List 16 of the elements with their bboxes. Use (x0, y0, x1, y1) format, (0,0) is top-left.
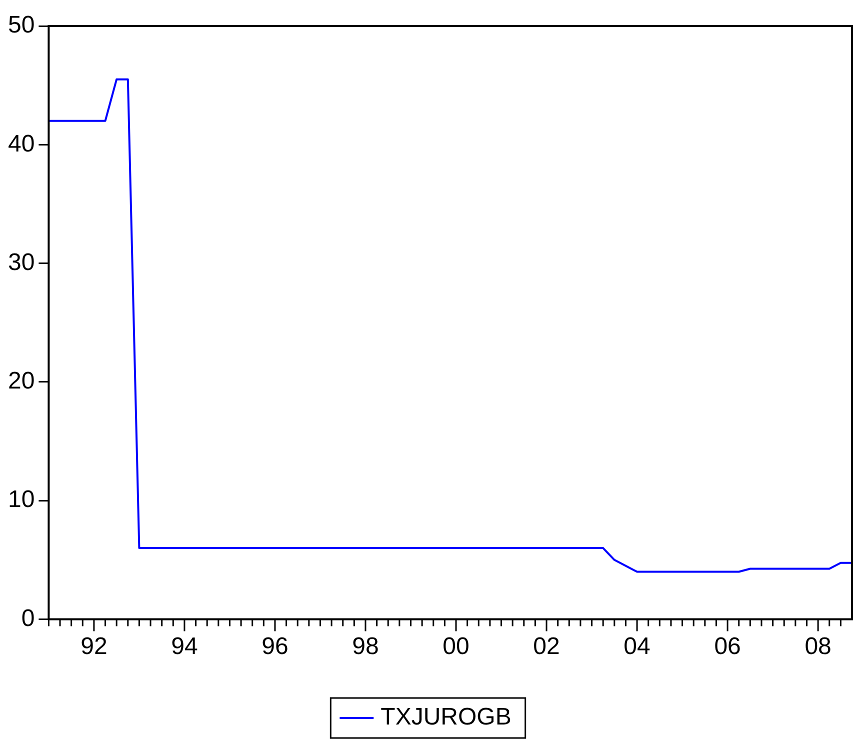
x-tick-label: 96 (262, 633, 288, 660)
y-tick-label: 10 (8, 486, 35, 514)
y-tick-label: 50 (8, 12, 35, 39)
y-tick-label: 30 (8, 248, 35, 276)
y-tick-label: 20 (8, 368, 35, 395)
x-tick-label: 94 (171, 633, 198, 660)
x-tick-label: 00 (442, 633, 470, 660)
y-tick-label: 40 (8, 130, 35, 158)
x-tick-label: 98 (352, 633, 379, 660)
x-tick-label: 02 (533, 633, 560, 660)
x-tick-label: 04 (624, 633, 650, 660)
y-tick-label: 0 (21, 604, 35, 632)
x-tick-label: 92 (80, 633, 108, 660)
x-tick-label: 06 (714, 633, 741, 660)
legend-label: TXJUROGB (380, 704, 512, 731)
x-tick-label: 08 (804, 633, 832, 660)
